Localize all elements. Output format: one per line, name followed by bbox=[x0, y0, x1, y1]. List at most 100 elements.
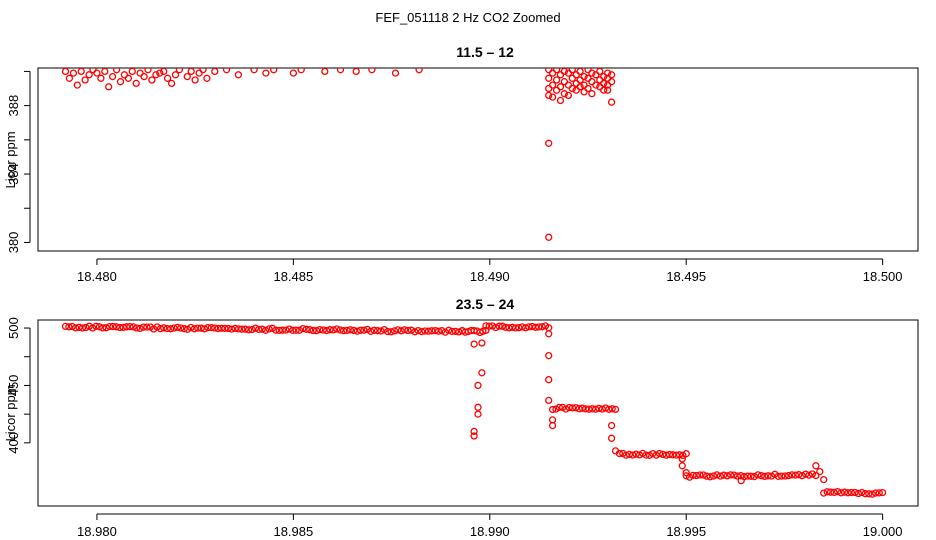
data-point bbox=[737, 472, 745, 480]
data-point bbox=[102, 324, 110, 332]
x-tick-label: 19.000 bbox=[863, 524, 903, 539]
panel-2: 23.5 – 24 18.980 18.985 18.990 18.995 19.000… bbox=[3, 296, 919, 539]
data-point bbox=[191, 76, 199, 84]
data-point bbox=[367, 327, 375, 335]
data-point bbox=[556, 96, 565, 105]
data-point bbox=[217, 324, 226, 332]
data-point bbox=[183, 72, 191, 81]
data-point bbox=[649, 449, 657, 458]
data-point bbox=[632, 450, 640, 458]
data-point bbox=[781, 472, 789, 480]
data-point bbox=[474, 403, 482, 411]
x-tick-label: 18.990 bbox=[470, 524, 510, 539]
data-point bbox=[124, 74, 133, 82]
data-point bbox=[788, 471, 796, 479]
data-point bbox=[847, 488, 856, 497]
data-point bbox=[119, 323, 127, 332]
data-point bbox=[689, 471, 697, 480]
data-point bbox=[754, 471, 762, 479]
data-point bbox=[424, 327, 433, 335]
data-point bbox=[470, 432, 478, 440]
data-point bbox=[659, 450, 667, 459]
data-point bbox=[655, 449, 664, 458]
data-point bbox=[548, 421, 557, 430]
data-point bbox=[474, 381, 482, 390]
data-point bbox=[757, 472, 765, 480]
data-point bbox=[774, 472, 782, 480]
data-point bbox=[622, 451, 630, 459]
y-tick-label: 400 bbox=[6, 432, 21, 454]
data-point bbox=[391, 69, 400, 77]
data-point bbox=[820, 475, 828, 484]
data-point bbox=[248, 325, 256, 334]
y-tick-label: 500 bbox=[6, 317, 21, 339]
data-point bbox=[238, 325, 246, 333]
data-point bbox=[474, 410, 482, 418]
panel-2-y-label: Licor ppm bbox=[3, 384, 18, 441]
data-point bbox=[816, 467, 824, 476]
data-point bbox=[211, 68, 219, 76]
data-point bbox=[203, 74, 211, 82]
data-point bbox=[545, 91, 553, 100]
data-point bbox=[77, 68, 85, 76]
data-point bbox=[404, 326, 412, 335]
data-point bbox=[270, 68, 278, 74]
data-point bbox=[207, 323, 215, 332]
data-point bbox=[82, 323, 90, 332]
data-point bbox=[384, 327, 392, 336]
data-point bbox=[750, 472, 759, 481]
data-point bbox=[872, 489, 880, 497]
data-point bbox=[737, 477, 745, 485]
data-point bbox=[607, 434, 616, 442]
panel-2-plot-frame bbox=[37, 319, 919, 507]
data-point bbox=[548, 405, 557, 414]
data-point bbox=[560, 68, 569, 76]
data-point bbox=[204, 323, 212, 332]
data-point bbox=[552, 86, 561, 94]
data-point bbox=[350, 326, 358, 335]
data-point bbox=[607, 98, 616, 106]
data-point bbox=[709, 472, 718, 480]
data-point bbox=[795, 471, 803, 479]
data-point bbox=[625, 450, 634, 459]
data-point bbox=[548, 81, 557, 89]
data-point bbox=[368, 68, 376, 74]
data-point bbox=[556, 83, 565, 91]
data-point bbox=[187, 323, 195, 332]
data-point bbox=[333, 325, 341, 333]
y-tick-label: 450 bbox=[6, 375, 21, 397]
data-point bbox=[548, 93, 557, 101]
data-point bbox=[868, 490, 876, 498]
data-point bbox=[545, 233, 553, 241]
data-point bbox=[812, 462, 820, 470]
data-point bbox=[861, 490, 869, 498]
data-point bbox=[672, 451, 680, 459]
data-point bbox=[262, 69, 270, 77]
data-point bbox=[97, 74, 105, 82]
data-point bbox=[329, 326, 338, 334]
data-point bbox=[805, 471, 813, 479]
data-point bbox=[377, 327, 385, 335]
data-point bbox=[538, 323, 546, 331]
data-point bbox=[61, 68, 70, 76]
data-point bbox=[234, 325, 243, 333]
data-point bbox=[601, 404, 610, 412]
panel-2-y-axis: 400 450 500 bbox=[6, 317, 31, 454]
data-point bbox=[812, 471, 820, 480]
data-point bbox=[682, 469, 690, 477]
data-point bbox=[470, 427, 478, 436]
data-point bbox=[211, 324, 219, 332]
data-point bbox=[231, 324, 239, 333]
panel-2-points bbox=[61, 322, 887, 498]
data-point bbox=[148, 76, 156, 84]
data-point bbox=[128, 68, 136, 76]
panel-2-x-axis: 18.980 18.985 18.990 18.995 19.000 bbox=[77, 513, 903, 539]
data-point bbox=[292, 326, 300, 334]
data-point bbox=[319, 326, 327, 334]
data-point bbox=[160, 324, 168, 332]
data-point bbox=[99, 324, 107, 332]
data-point bbox=[194, 324, 202, 332]
data-point bbox=[434, 327, 443, 335]
data-point bbox=[116, 323, 124, 332]
data-point bbox=[95, 323, 104, 331]
